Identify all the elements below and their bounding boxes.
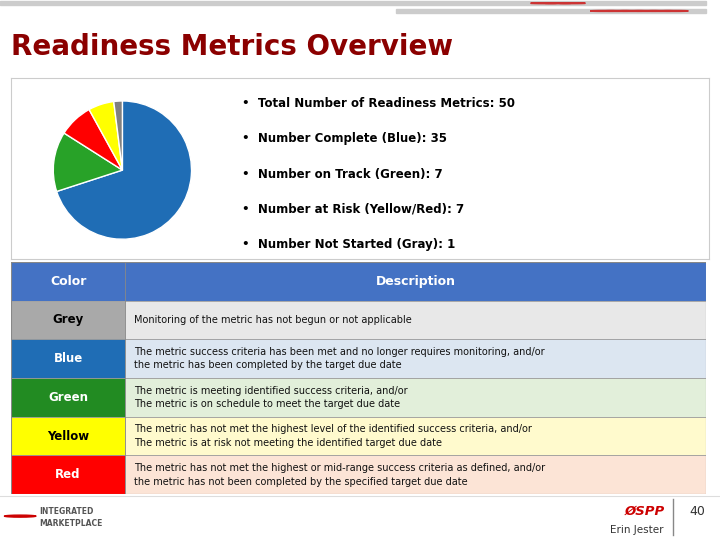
Text: Color: Color [50,275,86,288]
Text: Green: Green [48,391,88,404]
Bar [125,301,706,339]
Text: MARKETPLACE: MARKETPLACE [40,519,103,529]
Bar [125,378,706,417]
Bar [11,262,706,301]
Text: •  Number at Risk (Yellow/Red): 7: • Number at Risk (Yellow/Red): 7 [243,202,464,215]
Text: •  Number on Track (Green): 7: • Number on Track (Green): 7 [243,167,443,180]
Text: Grey: Grey [53,313,84,327]
Text: Yellow: Yellow [47,429,89,443]
Text: The metric has not met the highest or mid-range success criteria as defined, and: The metric has not met the highest or mi… [134,463,545,487]
Wedge shape [57,101,192,239]
Wedge shape [89,102,122,170]
Wedge shape [114,101,122,170]
Bar [11,339,125,378]
Bar [125,417,706,455]
Wedge shape [53,133,122,192]
Bar [11,378,125,417]
Text: The metric success criteria has been met and no longer requires monitoring, and/: The metric success criteria has been met… [134,347,544,370]
Circle shape [4,515,36,517]
Text: Monitoring of the metric has not begun or not applicable: Monitoring of the metric has not begun o… [134,315,412,325]
Text: ØSPP: ØSPP [624,505,665,518]
Bar [11,455,125,494]
Text: 40: 40 [689,505,705,518]
Text: Blue: Blue [53,352,83,365]
Bar [0,1,706,5]
Bar [11,417,125,455]
Text: •  Number Complete (Blue): 35: • Number Complete (Blue): 35 [243,132,447,145]
Bar [125,339,706,378]
Text: Erin Jester: Erin Jester [611,525,664,535]
Text: Red: Red [55,468,81,481]
Wedge shape [64,110,122,170]
Text: •  Number Not Started (Gray): 1: • Number Not Started (Gray): 1 [243,238,456,251]
Text: Readiness Metrics Overview: Readiness Metrics Overview [11,33,453,62]
Text: The metric has not met the highest level of the identified success criteria, and: The metric has not met the highest level… [134,424,531,448]
Text: The metric is meeting identified success criteria, and/or
The metric is on sched: The metric is meeting identified success… [134,386,408,409]
Text: Description: Description [376,275,456,288]
Text: INTEGRATED: INTEGRATED [40,507,94,516]
Bar [396,9,706,13]
Bar [11,301,125,339]
Text: •  Total Number of Readiness Metrics: 50: • Total Number of Readiness Metrics: 50 [243,97,516,110]
Bar [125,455,706,494]
